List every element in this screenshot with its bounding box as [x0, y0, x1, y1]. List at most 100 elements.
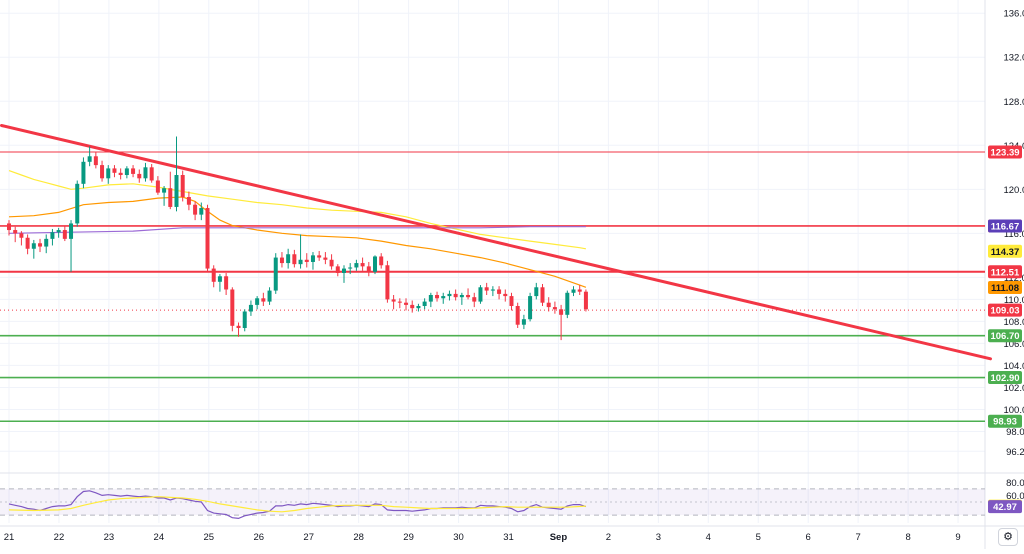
candle-body — [205, 208, 210, 269]
candle-body — [186, 197, 191, 205]
candle-body — [466, 294, 471, 298]
candle-body — [118, 172, 123, 176]
candle-body — [329, 259, 334, 267]
time-tick-label: 29 — [403, 532, 414, 543]
candle-body — [143, 167, 148, 179]
candle-body — [335, 266, 340, 273]
candle-body — [310, 255, 315, 262]
axes: 136.00132.00128.00124.00120.00116.00112.… — [4, 9, 1024, 543]
time-tick-label: 31 — [503, 532, 514, 543]
candle-body — [100, 165, 105, 179]
candle-body — [559, 309, 564, 315]
time-tick-label: 6 — [806, 532, 811, 543]
level-price-badge: 102.90 — [990, 373, 1019, 384]
price-badge-bg — [988, 303, 1022, 317]
price-badge-bg — [988, 281, 1022, 295]
candle-body — [273, 257, 278, 291]
rsi-line — [8, 490, 587, 520]
candle-body — [38, 243, 43, 247]
rsi-tick-label: 60.00 — [1006, 491, 1024, 502]
candle-body — [261, 298, 266, 302]
level-price-badge-bg — [988, 414, 1022, 428]
candle-body — [75, 183, 80, 224]
candle-body — [404, 302, 409, 305]
level-price-badge: 98.93 — [993, 417, 1017, 428]
candle-body — [410, 304, 415, 309]
time-tick-label: 5 — [756, 532, 761, 543]
candle-body — [56, 230, 61, 233]
price-badge: 116.67 — [991, 221, 1020, 232]
time-tick-label: 2 — [606, 532, 611, 543]
price-badge: 111.08 — [991, 283, 1019, 294]
candle-body — [459, 294, 464, 298]
candle-body — [193, 204, 198, 215]
rsi-band-fill — [0, 488, 985, 516]
candle-body — [180, 175, 185, 198]
candle-body — [373, 256, 378, 272]
candle-body — [490, 289, 495, 291]
trendline — [0, 123, 993, 361]
moving-averages — [8, 170, 587, 288]
settings-gear-icon[interactable]: ⚙ — [998, 528, 1018, 546]
candle-body — [31, 243, 36, 249]
candle-body — [255, 298, 260, 305]
candle-body — [534, 287, 539, 297]
price-badges: 123.39116.67112.51106.70102.9098.93116.6… — [988, 145, 1022, 514]
candle-body — [397, 301, 402, 303]
price-badge: 109.03 — [990, 306, 1019, 317]
time-tick-label: 9 — [955, 532, 960, 543]
candle-body — [155, 180, 160, 193]
level-price-badge: 123.39 — [990, 148, 1019, 159]
price-tick-label: 108.00 — [1003, 317, 1024, 328]
candle-body — [528, 296, 533, 320]
candle-body — [422, 301, 427, 306]
price-tick-label: 112.00 — [1004, 273, 1024, 284]
candle-body — [236, 325, 241, 329]
time-tick-label: 7 — [856, 532, 861, 543]
time-tick-label: 30 — [453, 532, 464, 543]
candle-body — [317, 255, 322, 258]
candle-body — [546, 302, 551, 308]
candle-body — [211, 268, 216, 282]
candle-body — [503, 293, 508, 297]
price-tick-label: 132.00 — [1003, 53, 1024, 64]
candle-body — [583, 291, 588, 310]
candle-body — [509, 296, 514, 306]
rsi-lines — [8, 490, 587, 520]
trendline-group — [0, 123, 993, 361]
candle-body — [248, 304, 253, 312]
level-price-badge-bg — [988, 265, 1022, 279]
candle-body — [441, 296, 446, 299]
rsi-badge: 42.97 — [993, 502, 1017, 513]
rsi-tick-label: 80.00 — [1006, 478, 1024, 489]
candle-body — [44, 238, 49, 247]
candle-body — [428, 294, 433, 302]
time-tick-label: 23 — [104, 532, 115, 543]
candle-body — [149, 167, 154, 181]
time-tick-label: 27 — [303, 532, 314, 543]
time-tick-label: 21 — [4, 532, 15, 543]
candle-body — [484, 287, 489, 291]
candle-body — [385, 265, 390, 300]
price-tick-label: 110.00 — [1004, 295, 1024, 306]
candle-body — [279, 257, 284, 264]
price-badge-bg — [988, 244, 1022, 258]
candle-body — [292, 254, 297, 265]
candle-body — [341, 268, 346, 273]
candle-body — [217, 276, 222, 282]
price-tick-label: 106.00 — [1003, 339, 1024, 350]
candle-body — [93, 156, 98, 166]
candle-body — [286, 254, 291, 264]
price-tick-label: 102.00 — [1003, 383, 1024, 394]
price-badge: 114.37 — [991, 247, 1020, 258]
candle-body — [515, 305, 520, 325]
candle-body — [304, 259, 309, 262]
time-tick-label: 28 — [353, 532, 364, 543]
time-tick-label: 25 — [204, 532, 215, 543]
candle-body — [472, 297, 477, 302]
candle-body — [354, 263, 359, 268]
candle-body — [521, 319, 526, 325]
candle-body — [242, 311, 247, 329]
